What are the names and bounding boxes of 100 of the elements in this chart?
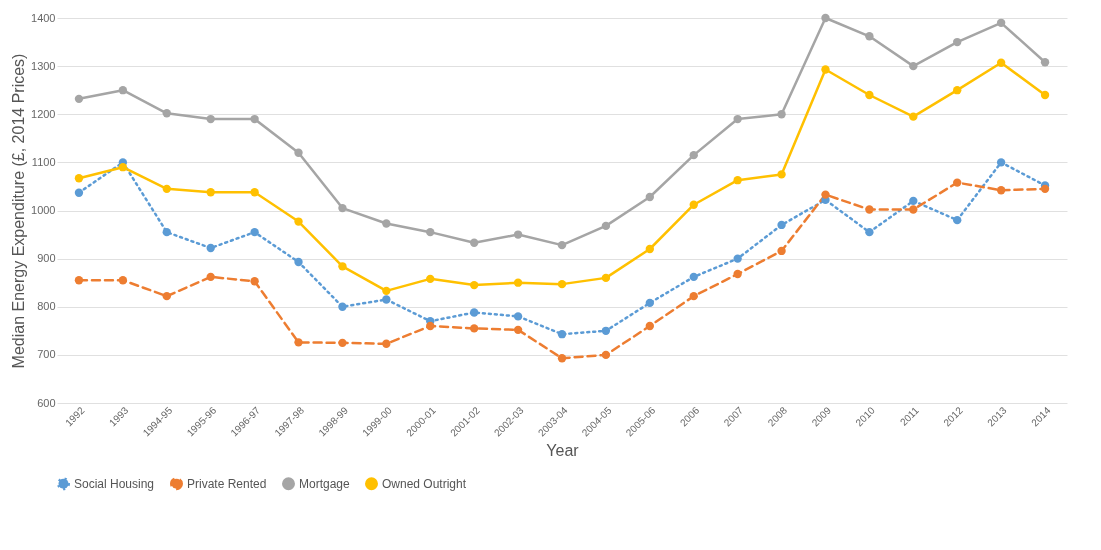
point <box>689 150 698 160</box>
point <box>382 219 391 228</box>
point <box>250 114 259 124</box>
point <box>162 184 171 194</box>
point <box>206 188 215 197</box>
point <box>382 339 391 348</box>
point <box>250 227 259 237</box>
point <box>821 13 830 23</box>
point <box>294 148 303 157</box>
point <box>74 174 84 183</box>
point <box>250 188 259 197</box>
point <box>689 200 698 209</box>
point <box>953 86 962 95</box>
y-tick-label: 1300 <box>31 59 56 72</box>
point <box>206 114 215 124</box>
point <box>909 205 918 214</box>
y-tick-label: 700 <box>37 348 56 361</box>
point <box>821 190 830 199</box>
point <box>557 354 567 363</box>
point <box>469 238 479 247</box>
point <box>953 178 962 187</box>
point <box>294 338 303 347</box>
point <box>777 110 786 119</box>
point <box>206 272 215 282</box>
point <box>74 276 84 285</box>
point <box>733 254 742 263</box>
point <box>557 330 567 339</box>
point <box>909 196 918 206</box>
point <box>118 86 128 95</box>
y-axis-title: Median Energy Expenditure (£, 2014 Prices) <box>10 53 28 369</box>
point <box>118 163 128 172</box>
y-tick-label: 1400 <box>31 11 56 24</box>
point <box>162 109 171 118</box>
point <box>513 278 523 287</box>
point <box>382 295 391 304</box>
point <box>777 246 786 256</box>
legend-label: Private Rented <box>187 476 267 491</box>
point <box>426 274 435 284</box>
point <box>645 192 655 202</box>
y-tick-label: 1100 <box>31 155 56 168</box>
point <box>426 321 435 331</box>
point <box>777 220 786 230</box>
point <box>513 312 523 321</box>
y-tick-label: 600 <box>37 396 56 409</box>
point <box>821 65 830 74</box>
point <box>557 279 567 289</box>
point <box>513 325 523 335</box>
point <box>294 257 303 267</box>
y-tick-label: 1000 <box>31 204 56 216</box>
point <box>909 61 918 71</box>
point <box>426 227 435 237</box>
point <box>865 205 874 214</box>
point <box>733 269 742 279</box>
point <box>74 94 84 104</box>
point <box>469 324 479 333</box>
point <box>338 203 347 213</box>
point <box>953 37 962 47</box>
point <box>1040 90 1050 100</box>
point <box>1040 184 1050 194</box>
legend-label: Social Housing <box>74 476 155 491</box>
point <box>996 18 1006 27</box>
legend-label: Mortgage <box>299 476 351 491</box>
legend-label: Owned Outright <box>382 476 467 491</box>
point <box>294 217 303 226</box>
x-axis-title: Year <box>546 441 580 459</box>
point <box>74 188 84 197</box>
point <box>601 221 611 231</box>
point <box>645 244 655 254</box>
point <box>338 302 347 311</box>
point <box>865 90 874 100</box>
point <box>469 308 479 317</box>
point <box>513 230 523 239</box>
point <box>1040 58 1050 67</box>
point <box>601 350 611 360</box>
point <box>733 176 742 185</box>
point <box>118 276 128 285</box>
point <box>996 58 1006 67</box>
point <box>601 326 611 335</box>
point <box>953 215 962 225</box>
point <box>162 291 171 301</box>
point <box>557 240 567 250</box>
point <box>865 227 874 237</box>
point <box>777 170 786 179</box>
point <box>865 32 874 41</box>
point <box>206 243 215 253</box>
point <box>689 272 698 282</box>
y-tick-label: 1200 <box>31 107 56 120</box>
point <box>250 277 259 286</box>
point <box>382 286 391 296</box>
point <box>733 114 742 124</box>
point <box>162 227 171 237</box>
point <box>996 186 1006 195</box>
point <box>689 291 698 301</box>
point <box>996 158 1006 167</box>
point <box>601 273 611 283</box>
y-tick-label: 800 <box>37 300 56 313</box>
y-tick-label: 900 <box>37 252 56 265</box>
point <box>338 338 347 348</box>
point <box>338 262 347 271</box>
point <box>645 321 655 331</box>
